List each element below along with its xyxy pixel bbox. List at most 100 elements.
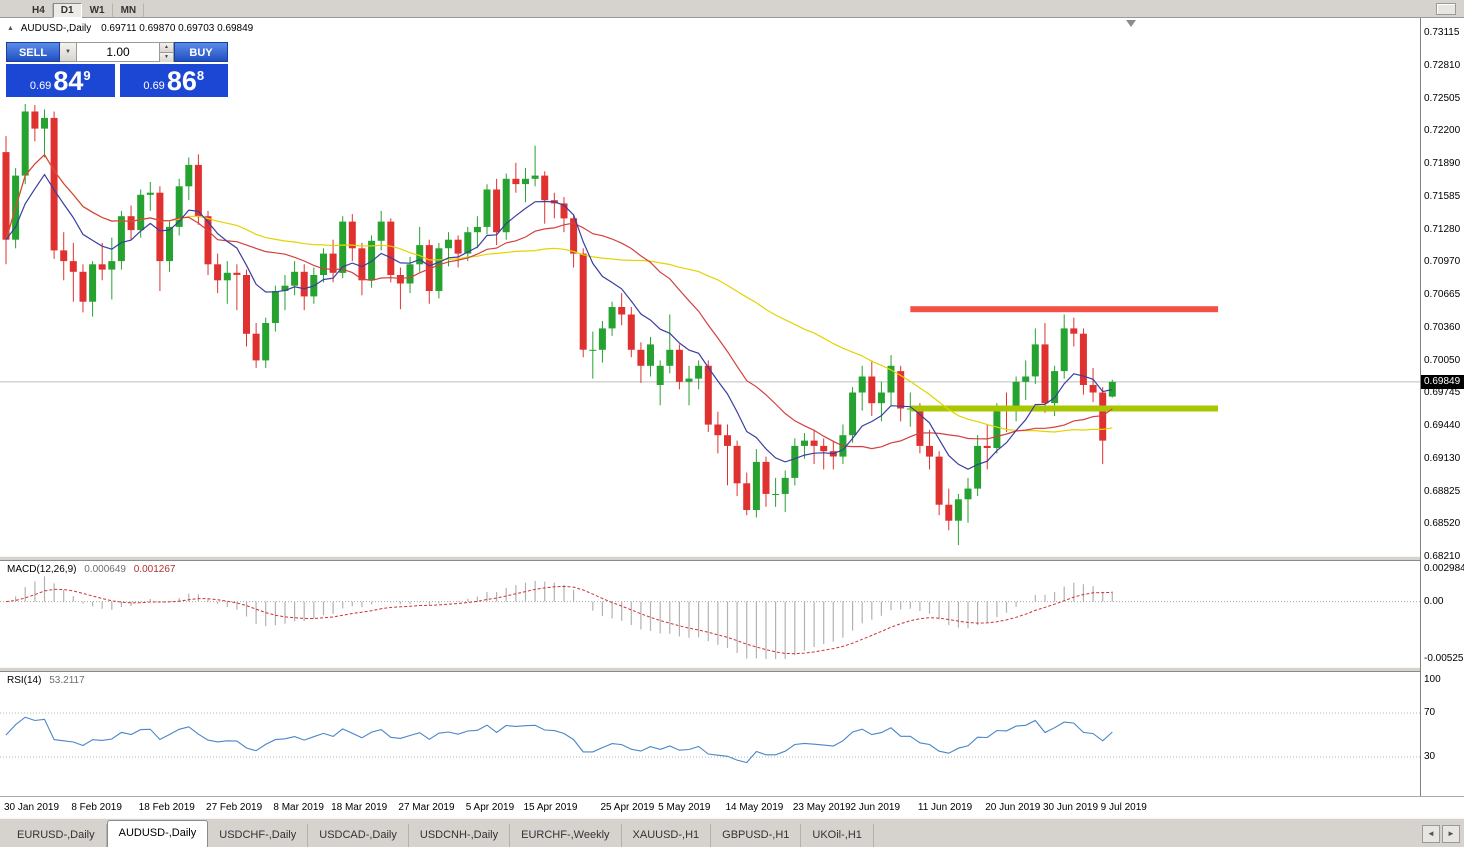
volume-decrease-icon[interactable]: ▼: [160, 52, 173, 62]
ma-medium: [5, 153, 1113, 450]
time-axis-label: 30 Jun 2019: [1042, 802, 1099, 813]
timeframe-toolbar: H4 D1 W1 MN: [0, 0, 1464, 18]
macd-name: MACD(12,26,9): [7, 564, 77, 575]
chart-tab-xauusd-h1[interactable]: XAUUSD-,H1: [622, 824, 712, 847]
chart-tabs: EURUSD-,Daily AUDUSD-,Daily USDCHF-,Daily U…: [6, 820, 874, 847]
sell-price-pip: 9: [83, 68, 91, 83]
timeframe-button-h4[interactable]: H4: [24, 3, 53, 18]
rsi-line: [5, 716, 1113, 764]
sell-price-prefix: 0.69: [29, 80, 52, 92]
chart-tab-ukoil-h1[interactable]: UKOil-,H1: [801, 824, 874, 847]
candlestick-chart[interactable]: [0, 18, 1420, 556]
chart-tab-usdcad-daily[interactable]: USDCAD-,Daily: [308, 824, 409, 847]
price-axis-label: 0.73115: [1424, 27, 1460, 38]
time-axis: 30 Jan 2019 8 Feb 2019 18 Feb 2019 27 Feb 2…: [0, 796, 1464, 819]
chart-tab-audusd-daily[interactable]: AUDUSD-,Daily: [106, 820, 209, 847]
volume-stepper: ▲ ▼: [160, 42, 174, 62]
tab-scroll-left-button[interactable]: ◄: [1422, 825, 1440, 843]
buy-button[interactable]: BUY: [174, 42, 228, 62]
timeframe-button-w1[interactable]: W1: [82, 3, 113, 18]
price-axis-label: 0.72200: [1424, 125, 1461, 137]
price-axis-label: 0.68520: [1424, 518, 1461, 530]
chart-tab-bar: EURUSD-,Daily AUDUSD-,Daily USDCHF-,Daily U…: [0, 818, 1464, 847]
price-axis-label: 0.71890: [1424, 158, 1461, 169]
ma-slow: [5, 153, 1113, 433]
current-price-badge: 0.69849: [1421, 374, 1464, 389]
macd-label: MACD(12,26,9) 0.000649 0.001267: [7, 564, 175, 575]
resistance-line[interactable]: [910, 306, 1219, 313]
chart-title: ▲ AUDUSD-,Daily 0.69711 0.69870 0.69703 …: [7, 23, 253, 34]
macd-axis-label: 0.00: [1424, 595, 1444, 607]
time-axis-label: 8 Feb 2019: [71, 802, 122, 813]
rsi-label: RSI(14) 53.2117: [7, 675, 85, 686]
time-axis-label: 9 Jul 2019: [1100, 802, 1147, 813]
chart-tab-gbpusd-h1[interactable]: GBPUSD-,H1: [711, 824, 802, 847]
tab-scroll-buttons: ◄ ►: [1422, 825, 1460, 843]
volume-increase-icon[interactable]: ▲: [160, 43, 173, 52]
rsi-axis-label: 70: [1424, 707, 1436, 718]
one-click-trading-panel: SELL ▼ ▲ ▼ BUY 0.69 84 9 0.69 86 8: [6, 42, 228, 97]
time-axis-label: 8 Mar 2019: [273, 802, 324, 813]
price-axis-label: 0.70970: [1424, 256, 1461, 268]
macd-signal-line: [5, 585, 1113, 655]
buy-price-prefix: 0.69: [143, 80, 165, 92]
rsi-name: RSI(14): [7, 675, 42, 686]
volume-input[interactable]: [77, 42, 160, 62]
macd-chart[interactable]: [0, 561, 1420, 667]
time-axis-label: 5 Apr 2019: [465, 802, 515, 813]
sell-price-box[interactable]: 0.69 84 9: [6, 64, 115, 97]
sell-button[interactable]: SELL: [6, 42, 60, 62]
panel-splitter[interactable]: [0, 556, 1464, 561]
time-axis-label: 11 Jun 2019: [917, 802, 973, 813]
price-axis-label: 0.68825: [1424, 485, 1461, 497]
timeframe-button-d1[interactable]: D1: [52, 3, 82, 18]
price-axis-label: 0.69745: [1424, 387, 1461, 399]
chart-window: ▲ AUDUSD-,Daily 0.69711 0.69870 0.69703 …: [0, 18, 1464, 819]
trade-panel-toggle-icon[interactable]: ▲: [7, 25, 14, 32]
chart-shift-marker[interactable]: [1126, 20, 1136, 27]
price-axis-label: 0.71585: [1424, 190, 1461, 202]
time-axis-label: 18 Feb 2019: [138, 802, 195, 813]
price-axis-label: 0.70050: [1424, 354, 1461, 366]
time-axis-label: 14 May 2019: [725, 802, 784, 813]
volume-dropdown-icon[interactable]: ▼: [60, 42, 77, 62]
support-line[interactable]: [910, 405, 1219, 412]
price-axis-label: 0.72810: [1424, 59, 1461, 71]
chart-tab-usdchf-daily[interactable]: USDCHF-,Daily: [208, 824, 309, 847]
macd-indicator-panel: [0, 561, 1420, 667]
time-axis-label: 30 Jan 2019: [4, 802, 60, 813]
tab-scroll-right-button[interactable]: ►: [1442, 825, 1460, 843]
time-axis-label: 18 Mar 2019: [331, 802, 388, 813]
ma-fast: [5, 173, 1113, 470]
timeframe-button-mn[interactable]: MN: [113, 3, 145, 18]
price-axis-label: 0.69440: [1424, 420, 1461, 431]
time-axis-label: 15 Apr 2019: [523, 802, 578, 813]
chart-symbol-label: AUDUSD-,Daily: [20, 23, 92, 34]
price-axis: 0.73115 0.72810 0.72505 0.72200 0.71890 0.715…: [1420, 18, 1464, 796]
time-axis-label: 2 Jun 2019: [850, 802, 901, 813]
time-axis-label: 20 Jun 2019: [985, 802, 1041, 813]
chart-tab-eurusd-daily[interactable]: EURUSD-,Daily: [6, 824, 107, 847]
rsi-value: 53.2117: [49, 675, 85, 686]
price-chart-panel: ▲ AUDUSD-,Daily 0.69711 0.69870 0.69703 …: [0, 18, 1420, 556]
macd-axis-label: -0.005256: [1424, 653, 1464, 664]
rsi-axis-label: 100: [1424, 674, 1441, 685]
candles: [2, 104, 1116, 546]
toolbar-grip[interactable]: [1436, 3, 1456, 15]
buy-price-box[interactable]: 0.69 86 8: [119, 64, 228, 97]
price-axis-label: 0.72505: [1424, 92, 1461, 104]
panel-splitter[interactable]: [0, 667, 1464, 672]
timeframe-buttons: H4 D1 W1 MN: [24, 0, 145, 18]
time-axis-label: 5 May 2019: [658, 802, 711, 813]
macd-histogram: [15, 576, 1113, 659]
price-axis-label: 0.70360: [1424, 321, 1461, 333]
chart-tab-usdcnh-daily[interactable]: USDCNH-,Daily: [409, 824, 511, 847]
rsi-chart[interactable]: [0, 672, 1420, 796]
time-axis-label: 27 Mar 2019: [398, 802, 455, 813]
time-axis-label: 23 May 2019: [792, 802, 851, 813]
rsi-indicator-panel: [0, 672, 1420, 796]
rsi-axis-label: 30: [1424, 751, 1436, 762]
chart-tab-eurchf-weekly[interactable]: EURCHF-,Weekly: [510, 824, 622, 847]
buy-price-main: 86: [166, 66, 197, 96]
buy-price-pip: 8: [196, 68, 205, 83]
